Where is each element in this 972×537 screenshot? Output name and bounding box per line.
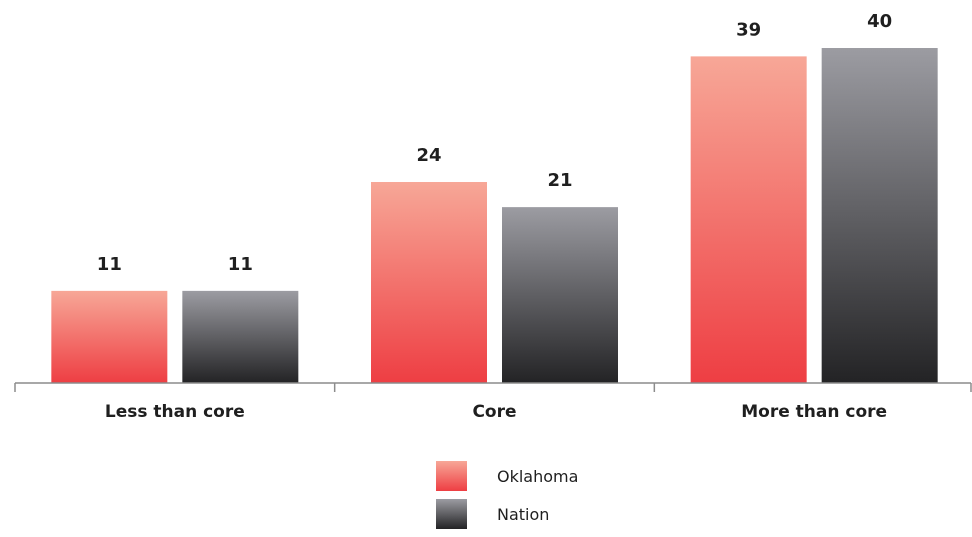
legend-label-nation: Nation bbox=[497, 504, 550, 524]
bar-chart: 11 11 24 21 39 40 Less than core Core More than… bbox=[14, 11, 972, 422]
bar-oklahoma-less-than-core bbox=[51, 290, 168, 383]
category-label-more-than-core: More than core bbox=[741, 402, 887, 422]
bar-oklahoma-more-than-core bbox=[690, 56, 807, 383]
value-label-nation-more-than-core: 40 bbox=[867, 11, 892, 32]
bars-group: 11 11 24 21 39 40 bbox=[51, 11, 938, 383]
bar-nation-more-than-core bbox=[821, 48, 938, 383]
legend-item-oklahoma: Oklahoma bbox=[436, 461, 578, 491]
value-label-nation-core: 21 bbox=[547, 170, 572, 191]
category-label-less-than-core: Less than core bbox=[105, 402, 245, 422]
category-label-core: Core bbox=[472, 402, 516, 422]
value-label-oklahoma-core: 24 bbox=[416, 145, 441, 166]
value-label-oklahoma-more-than-core: 39 bbox=[736, 19, 761, 40]
value-label-nation-less-than-core: 11 bbox=[228, 254, 253, 275]
bar-nation-core bbox=[502, 207, 618, 383]
legend-label-oklahoma: Oklahoma bbox=[497, 466, 579, 486]
legend-swatch-oklahoma bbox=[436, 461, 467, 491]
legend-swatch-nation bbox=[436, 499, 467, 529]
bar-oklahoma-core bbox=[371, 182, 487, 383]
bar-nation-less-than-core bbox=[182, 290, 299, 383]
value-label-oklahoma-less-than-core: 11 bbox=[97, 254, 122, 275]
legend-item-nation: Nation bbox=[436, 499, 578, 529]
x-axis: Less than core Core More than core bbox=[14, 382, 972, 422]
legend: Oklahoma Nation bbox=[436, 461, 578, 537]
